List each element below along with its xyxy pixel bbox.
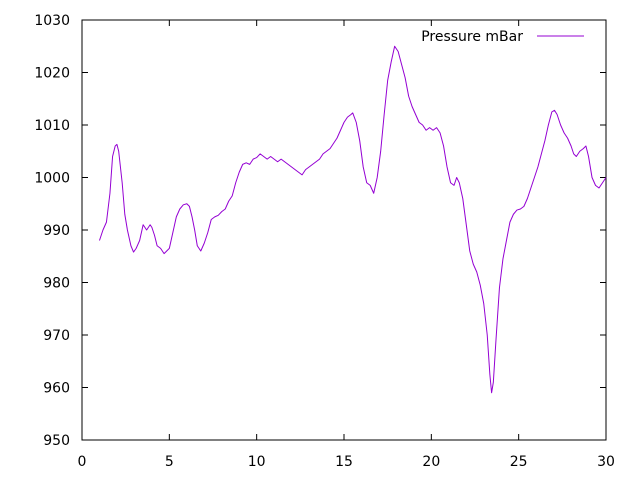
y-tick-label: 1030 [34,13,70,29]
plot-frame [81,19,607,441]
y-tick-label: 980 [43,276,70,292]
legend-label: Pressure mBar [421,29,523,45]
x-tick-label: 15 [335,454,353,470]
y-axis-ticks: 950 960 970 980 990 1000 1010 1020 1030 [34,13,606,449]
y-tick-label: 990 [43,223,70,239]
series-layer [98,45,607,394]
y-tick-label: 960 [43,381,70,397]
y-tick-label: 1000 [34,171,70,187]
y-tick-label: 970 [43,328,70,344]
x-tick-label: 10 [248,454,266,470]
x-axis-ticks: 0 5 10 15 20 25 30 [78,20,615,470]
y-tick-label: 1010 [34,118,70,134]
x-tick-label: 25 [510,454,528,470]
legend: Pressure mBar [421,29,584,45]
y-tick-label: 950 [43,433,70,449]
x-tick-label: 20 [422,454,440,470]
y-tick-label: 1020 [34,66,70,82]
x-tick-label: 0 [78,454,87,470]
x-tick-label: 30 [597,454,615,470]
series-line-pressure [98,45,607,394]
x-tick-label: 5 [165,454,174,470]
